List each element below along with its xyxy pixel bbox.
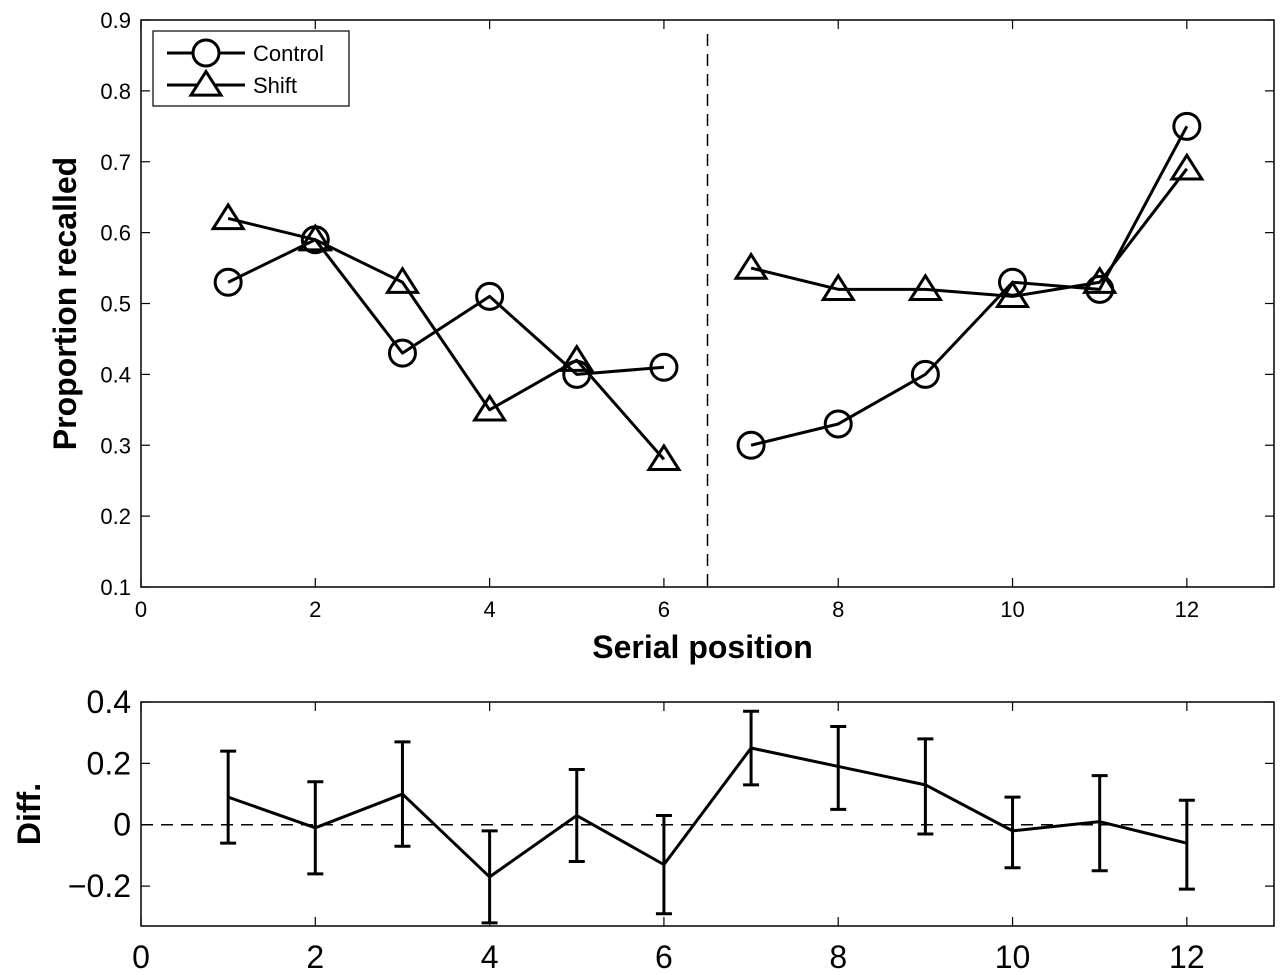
error-bar [568, 768, 585, 864]
x-tick-label: 6 [658, 597, 670, 622]
shift-point [384, 265, 421, 294]
error-bar [743, 709, 760, 787]
shift-point [471, 393, 508, 422]
y-tick-label: 0.9 [100, 8, 131, 33]
legend: Control Shift [152, 30, 350, 107]
shift-point [646, 443, 682, 472]
control-line [227, 238, 665, 376]
y-tick-label: 0.1 [100, 575, 131, 600]
control-point [1172, 111, 1202, 141]
y-tick-label: 0.2 [100, 504, 131, 529]
shift-point [994, 280, 1031, 309]
shift-point [1081, 265, 1118, 294]
error-bar [394, 740, 411, 848]
error-bar [1004, 795, 1021, 870]
y-axis-title: Proportion recalled [47, 157, 83, 450]
top-ticks [140, 19, 1274, 588]
legend-circle-marker [191, 38, 221, 68]
x-tick-label: 2 [306, 939, 324, 975]
y-tick-label: −0.2 [68, 868, 131, 904]
y-tick-label: 0.7 [100, 150, 131, 175]
bottom-chart: 0 2 4 6 8 10 12−0.200.20.4 Diff. [11, 684, 1275, 975]
error-bar [830, 725, 847, 811]
x-tick-label: 8 [829, 939, 847, 975]
x-tick-label: 4 [481, 939, 499, 975]
top-series [210, 111, 1205, 472]
shift-point [559, 343, 595, 372]
shift-point [1169, 152, 1205, 181]
x-tick-label: 10 [1000, 597, 1024, 622]
legend-label-control: Control [253, 41, 324, 66]
diff-series [220, 709, 1195, 925]
x-tick-label: 10 [995, 939, 1031, 975]
legend-triangle-marker [188, 68, 224, 97]
shift-line [750, 167, 1189, 298]
shift-line [227, 216, 666, 461]
control-point [213, 267, 243, 297]
control-point [387, 338, 417, 368]
top-chart: 0 2 4 6 8 10 12 0.1 0.2 0.3 0.4 0.5 0.6 0.7 0.8 0.9 Ser… [47, 8, 1275, 665]
shift-point [733, 251, 769, 280]
x-tick-label: 8 [832, 597, 844, 622]
y-tick-label: 0.4 [100, 362, 131, 387]
y-tick-label: 0.3 [100, 433, 131, 458]
x-axis-title: Serial position [592, 629, 812, 665]
error-bar [481, 829, 498, 925]
y-tick-label: 0.4 [87, 684, 131, 720]
bottom-plot-area [140, 701, 1275, 927]
error-bar [1091, 774, 1108, 873]
y-tick-label: 0.6 [100, 221, 131, 246]
diff-axis-title: Diff. [11, 783, 47, 845]
error-bar [1178, 798, 1195, 891]
y-tick-label: 0.8 [100, 79, 131, 104]
x-tick-label: 12 [1169, 939, 1205, 975]
control-point [736, 430, 766, 460]
y-tick-label: 0 [113, 807, 131, 843]
x-tick-label: 4 [483, 597, 495, 622]
x-tick-label: 12 [1175, 597, 1199, 622]
top-tick-labels: 0 2 4 6 8 10 12 0.1 0.2 0.3 0.4 0.5 0.6 0.7 0.8 0.9 [100, 8, 1199, 622]
shift-point [297, 223, 334, 252]
shift-point [907, 273, 944, 301]
legend-box [152, 30, 350, 107]
x-tick-label: 0 [132, 939, 150, 975]
control-point [475, 281, 505, 311]
bottom-series [220, 709, 1195, 925]
control-point [823, 409, 853, 439]
series-shift [210, 152, 1205, 472]
control-line [750, 125, 1189, 447]
error-bar [220, 749, 237, 845]
shift-point [820, 273, 856, 301]
error-bar [655, 814, 672, 916]
error-bar [917, 737, 934, 836]
y-tick-label: 0.5 [100, 292, 131, 317]
diff-line [227, 746, 1188, 879]
y-tick-label: 0.2 [87, 745, 131, 781]
legend-label-shift: Shift [253, 73, 297, 98]
x-tick-label: 0 [135, 597, 147, 622]
control-point [649, 352, 679, 382]
shift-point [210, 202, 246, 231]
control-point [910, 359, 940, 389]
error-bar [307, 780, 324, 876]
x-tick-label: 2 [309, 597, 321, 622]
bottom-ticks [140, 701, 1274, 926]
x-tick-label: 6 [655, 939, 673, 975]
bottom-tick-labels: 0 2 4 6 8 10 12−0.200.20.4 [68, 684, 1205, 975]
